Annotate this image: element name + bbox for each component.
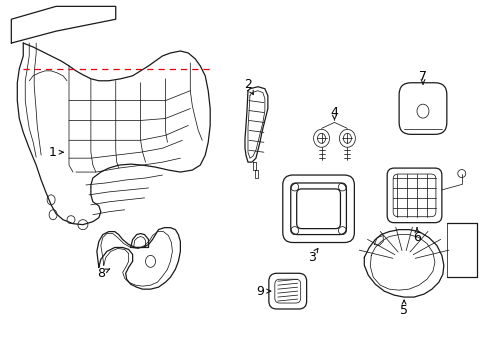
Text: 1: 1 <box>49 146 57 159</box>
Text: 7: 7 <box>418 70 426 83</box>
Text: 6: 6 <box>412 231 420 244</box>
Text: 9: 9 <box>255 285 264 298</box>
Text: 8: 8 <box>97 267 104 280</box>
Text: 5: 5 <box>399 305 407 318</box>
Text: 4: 4 <box>330 106 338 119</box>
Text: 2: 2 <box>244 78 251 91</box>
Text: 3: 3 <box>307 251 315 264</box>
